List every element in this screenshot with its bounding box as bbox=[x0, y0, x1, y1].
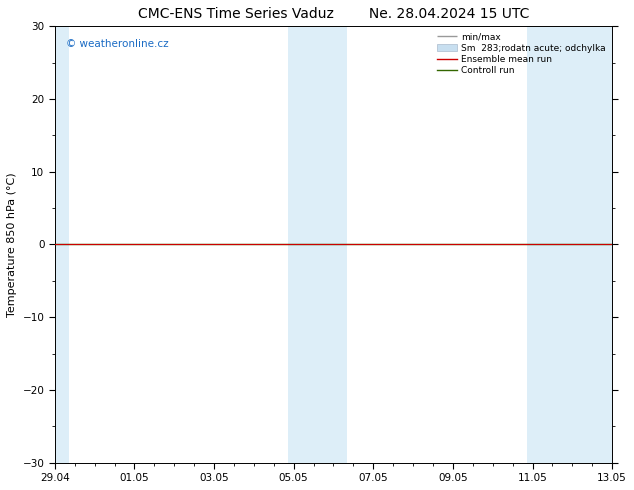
Bar bbox=[49, 26, 68, 463]
Legend: min/max, Sm  283;rodatn acute; odchylka, Ensemble mean run, Controll run: min/max, Sm 283;rodatn acute; odchylka, … bbox=[435, 31, 607, 77]
Y-axis label: Temperature 850 hPa (°C): Temperature 850 hPa (°C) bbox=[7, 172, 17, 317]
Title: CMC-ENS Time Series Vaduz        Ne. 28.04.2024 15 UTC: CMC-ENS Time Series Vaduz Ne. 28.04.2024… bbox=[138, 7, 529, 21]
Text: © weatheronline.cz: © weatheronline.cz bbox=[66, 39, 169, 49]
Bar bbox=[288, 26, 347, 463]
Bar bbox=[527, 26, 618, 463]
